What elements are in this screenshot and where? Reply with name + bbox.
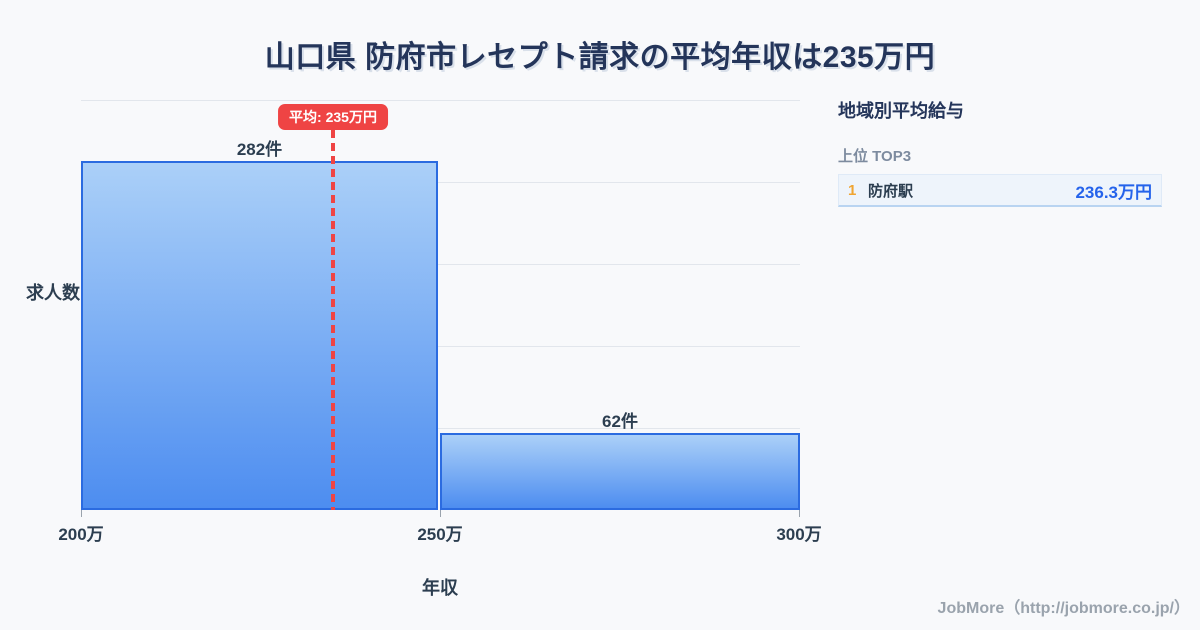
- gridline: [81, 264, 800, 265]
- page-title: 山口県 防府市レセプト請求の平均年収は235万円: [264, 41, 936, 74]
- rank-row-1: 1 防府駅 236.3万円: [838, 174, 1162, 207]
- y-axis-label: 求人数: [26, 283, 80, 303]
- gridline: [81, 346, 800, 347]
- gridline: [81, 182, 800, 183]
- panel-title: 地域別平均給与: [838, 101, 964, 121]
- plot-area: 282件 62件 平均: 235万円 200万 250万 300万: [58, 100, 822, 544]
- rank-number: 1: [848, 181, 857, 199]
- x-tick-mark: [799, 510, 800, 517]
- region-salary-panel: 地域別平均給与 上位 TOP3 1 防府駅 236.3万円: [838, 100, 1162, 207]
- panel-subtitle: 上位 TOP3: [838, 148, 912, 165]
- x-axis-label: 年収: [422, 578, 458, 598]
- x-tick-label-300: 300万: [776, 525, 822, 544]
- x-tick-label-200: 200万: [58, 525, 104, 544]
- station-salary-value: 236.3万円: [1075, 182, 1152, 202]
- x-tick-mark: [440, 510, 441, 517]
- gridline: [81, 428, 800, 429]
- average-dashed-line: [331, 130, 335, 510]
- gridline: [81, 100, 800, 101]
- histogram-bar-200-250: 282件: [81, 140, 438, 510]
- x-tick-mark: [81, 510, 82, 517]
- bar-count-label: 282件: [236, 140, 283, 159]
- site-credit: JobMore（http://jobmore.co.jp/）: [937, 600, 1190, 617]
- station-name: 防府駅: [868, 182, 914, 200]
- bar-count-label: 62件: [602, 412, 638, 431]
- average-badge: 平均: 235万円: [278, 104, 388, 130]
- histogram-bar-250-300: 62件: [440, 412, 800, 510]
- x-tick-label-250: 250万: [417, 525, 463, 544]
